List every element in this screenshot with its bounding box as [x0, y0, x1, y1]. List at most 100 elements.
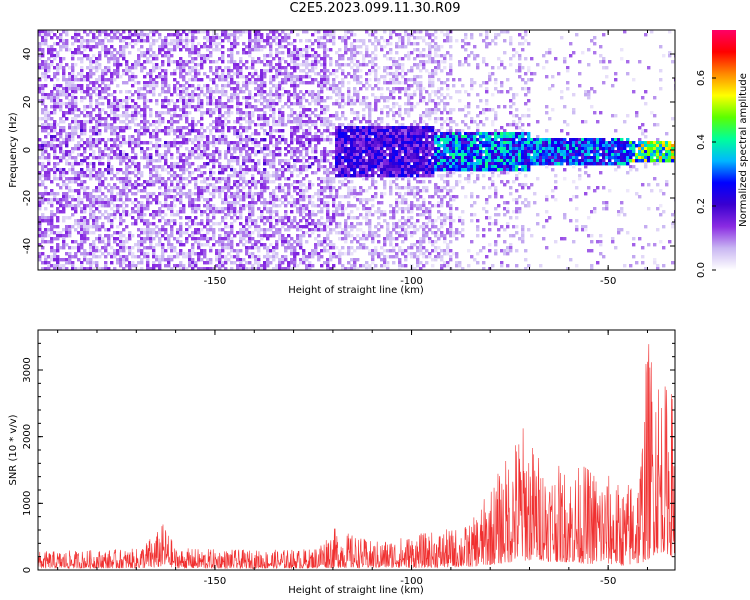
- heatmap-cell: [227, 60, 231, 64]
- heatmap-cell: [65, 141, 69, 145]
- heatmap-cell: [233, 201, 237, 205]
- heatmap-cell: [239, 108, 243, 112]
- heatmap-cell: [161, 99, 165, 103]
- heatmap-cell: [191, 78, 195, 82]
- heatmap-cell: [104, 228, 108, 232]
- heatmap-cell: [239, 258, 243, 262]
- heatmap-cell: [164, 72, 168, 76]
- heatmap-cell: [332, 78, 336, 82]
- heatmap-cell: [182, 108, 186, 112]
- heatmap-cell: [230, 105, 234, 109]
- heatmap-cell: [245, 165, 249, 169]
- heatmap-cell: [71, 135, 75, 139]
- heatmap-cell: [80, 144, 84, 148]
- heatmap-cell: [95, 261, 99, 265]
- heatmap-cell: [326, 186, 330, 190]
- heatmap-cell: [224, 177, 228, 181]
- heatmap-cell: [119, 231, 123, 235]
- heatmap-cell: [107, 240, 111, 244]
- heatmap-cell: [317, 234, 321, 238]
- heatmap-cell: [281, 171, 285, 175]
- heatmap-cell: [344, 138, 348, 142]
- heatmap-cell: [62, 57, 66, 61]
- heatmap-cell: [227, 207, 231, 211]
- heatmap-cell: [338, 126, 342, 130]
- heatmap-cell: [302, 129, 306, 133]
- heatmap-cell: [326, 33, 330, 37]
- heatmap-cell: [113, 69, 117, 73]
- heatmap-cell: [251, 147, 255, 151]
- heatmap-cell: [101, 222, 105, 226]
- heatmap-cell: [311, 48, 315, 52]
- heatmap-cell: [200, 243, 204, 247]
- heatmap-cell: [266, 264, 270, 268]
- heatmap-cell: [200, 138, 204, 142]
- heatmap-cell: [368, 198, 372, 202]
- heatmap-cell: [347, 72, 351, 76]
- heatmap-cell: [83, 150, 87, 154]
- heatmap-cell: [299, 90, 303, 94]
- heatmap-cell: [149, 36, 153, 40]
- heatmap-cell: [65, 48, 69, 52]
- heatmap-cell: [62, 66, 66, 70]
- heatmap-cell: [317, 81, 321, 85]
- heatmap-cell: [368, 153, 372, 157]
- heatmap-cell: [98, 54, 102, 58]
- heatmap-cell: [299, 54, 303, 58]
- heatmap-cell: [368, 162, 372, 166]
- heatmap-cell: [143, 117, 147, 121]
- heatmap-cell: [320, 132, 324, 136]
- heatmap-cell: [218, 243, 222, 247]
- heatmap-cell: [278, 99, 282, 103]
- heatmap-cell: [263, 267, 267, 270]
- heatmap-cell: [122, 51, 126, 55]
- heatmap-cell: [62, 234, 66, 238]
- heatmap-cell: [251, 201, 255, 205]
- heatmap-cell: [293, 111, 297, 115]
- heatmap-cell: [47, 234, 51, 238]
- heatmap-cell: [101, 156, 105, 160]
- heatmap-cell: [224, 234, 228, 238]
- heatmap-cell: [53, 54, 57, 58]
- heatmap-cell: [359, 87, 363, 91]
- heatmap-cell: [302, 141, 306, 145]
- heatmap-cell: [206, 87, 210, 91]
- heatmap-cell: [332, 216, 336, 220]
- heatmap-cell: [53, 198, 57, 202]
- heatmap-cell: [215, 252, 219, 256]
- heatmap-cell: [116, 177, 120, 181]
- heatmap-cell: [179, 261, 183, 265]
- heatmap-cell: [149, 84, 153, 88]
- heatmap-cell: [179, 234, 183, 238]
- heatmap-cell: [341, 84, 345, 88]
- heatmap-cell: [233, 30, 237, 34]
- heatmap-cell: [167, 204, 171, 208]
- heatmap-cell: [158, 111, 162, 115]
- heatmap-cell: [41, 96, 45, 100]
- heatmap-cell: [44, 114, 48, 118]
- heatmap-cell: [293, 102, 297, 106]
- heatmap-cell: [251, 39, 255, 43]
- heatmap-cell: [287, 150, 291, 154]
- heatmap-cell: [269, 180, 273, 184]
- heatmap-cell: [116, 60, 120, 64]
- heatmap-cell: [344, 132, 348, 136]
- heatmap-cell: [95, 246, 99, 250]
- heatmap-cell: [158, 129, 162, 133]
- heatmap-cell: [206, 261, 210, 265]
- heatmap-cell: [182, 192, 186, 196]
- heatmap-cell: [197, 168, 201, 172]
- heatmap-cell: [353, 258, 357, 262]
- heatmap-cell: [152, 78, 156, 82]
- heatmap-cell: [218, 228, 222, 232]
- heatmap-cell: [359, 138, 363, 142]
- heatmap-cell: [56, 219, 60, 223]
- heatmap-cell: [338, 36, 342, 40]
- heatmap-cell: [50, 123, 54, 127]
- heatmap-cell: [365, 54, 369, 58]
- heatmap-cell: [128, 237, 132, 241]
- heatmap-cell: [239, 66, 243, 70]
- heatmap-cell: [341, 228, 345, 232]
- heatmap-cell: [65, 162, 69, 166]
- heatmap-cell: [227, 72, 231, 76]
